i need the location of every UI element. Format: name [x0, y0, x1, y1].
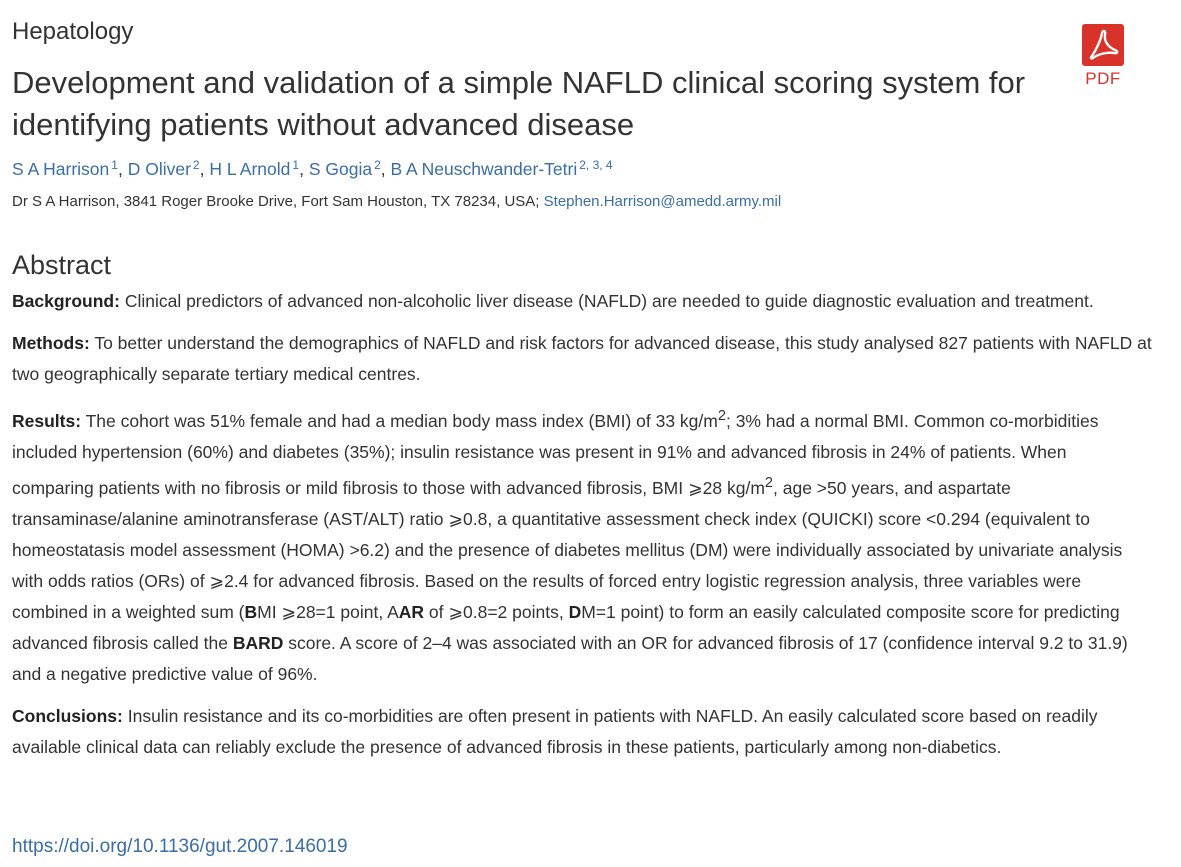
pdf-icon — [1082, 24, 1124, 66]
article-title: Development and validation of a simple N… — [12, 65, 1026, 142]
doi-link[interactable]: https://doi.org/10.1136/gut.2007.146019 — [12, 836, 348, 857]
author-link-arnold[interactable]: H L Arnold 1 — [209, 158, 300, 179]
abstract-results: Results: The cohort was 51% female and h… — [12, 408, 1128, 684]
article-category: Hepatology — [12, 18, 134, 45]
author-link-harrison[interactable]: S A Harrison 1 — [12, 158, 118, 179]
author-list: S A Harrison 1, D Oliver 2, H L Arnold 1, S… — [12, 158, 613, 179]
author-link-gogia[interactable]: S Gogia 2 — [308, 158, 381, 179]
abstract-background: Background: Clinical predictors of advan… — [12, 291, 1094, 311]
abstract-conclusions: Conclusions: Insulin resistance and its … — [12, 705, 1098, 757]
abstract-methods: Methods: To better understand the demogr… — [12, 333, 1152, 384]
abstract-heading: Abstract — [12, 250, 112, 280]
pdf-label: PDF — [1085, 69, 1121, 88]
correspondence-address: Dr S A Harrison, 3841 Roger Brooke Drive… — [12, 193, 540, 210]
pdf-download-button[interactable]: PDF — [1080, 24, 1126, 92]
correspondence-email-link[interactable]: Stephen.Harrison@amedd.army.mil — [543, 193, 782, 210]
correspondence: Dr S A Harrison, 3841 Roger Brooke Drive… — [12, 193, 781, 210]
author-link-oliver[interactable]: D Oliver 2 — [127, 158, 200, 179]
author-link-neuschwander-tetri[interactable]: B A Neuschwander-Tetri 2, 3, 4 — [390, 158, 613, 179]
abstract-body: Background: Clinical predictors of advan… — [12, 286, 1152, 774]
